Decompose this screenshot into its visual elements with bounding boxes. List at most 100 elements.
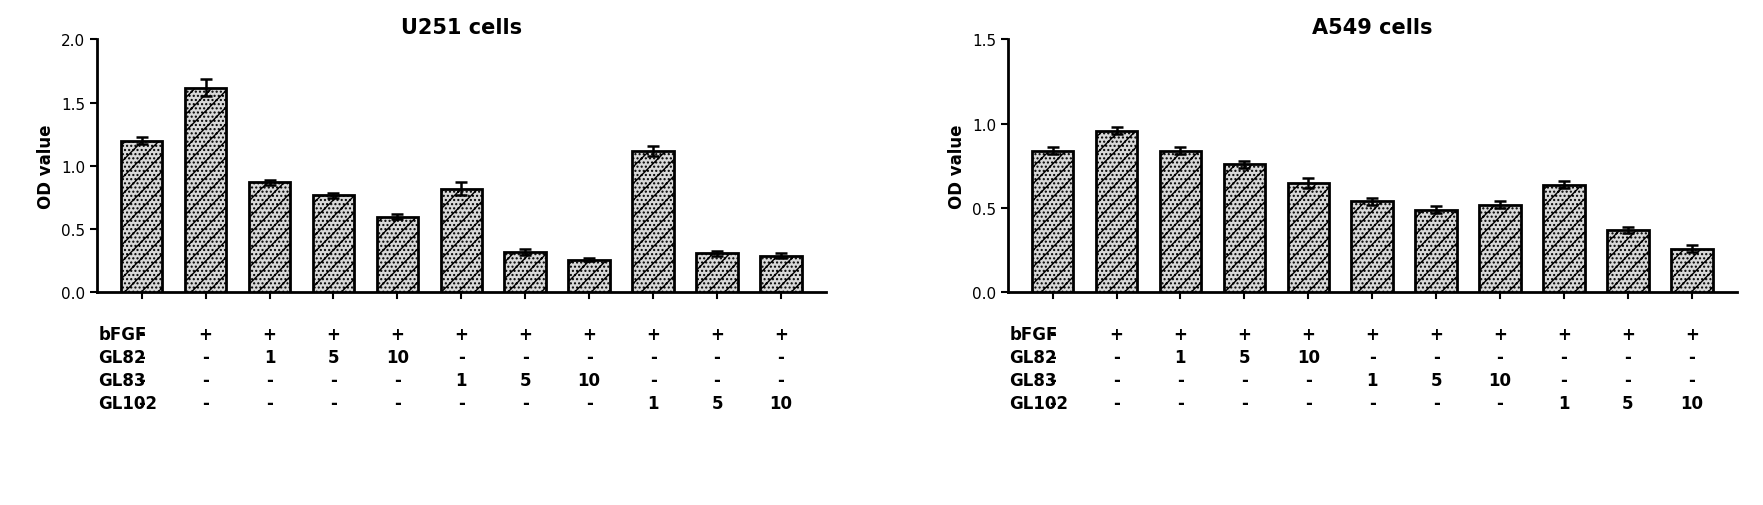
Bar: [1543, 185, 1585, 293]
Bar: [696, 254, 737, 293]
Text: -: -: [1689, 371, 1696, 389]
Text: 1: 1: [264, 348, 275, 367]
Text: -: -: [1560, 348, 1567, 367]
Text: -: -: [203, 394, 210, 412]
Text: -: -: [1112, 394, 1120, 412]
Text: 10: 10: [769, 394, 792, 412]
Text: +: +: [1557, 326, 1571, 344]
Text: -: -: [585, 348, 592, 367]
Text: 5: 5: [328, 348, 338, 367]
Text: -: -: [1497, 348, 1504, 367]
Text: -: -: [1689, 348, 1696, 367]
Text: -: -: [1368, 394, 1375, 412]
Text: +: +: [518, 326, 532, 344]
Text: +: +: [582, 326, 596, 344]
Text: 5: 5: [520, 371, 531, 389]
Text: -: -: [138, 371, 145, 389]
Text: +: +: [455, 326, 469, 344]
Bar: [1031, 152, 1074, 293]
Text: -: -: [330, 394, 337, 412]
Bar: [1160, 152, 1201, 293]
Text: -: -: [138, 394, 145, 412]
Text: GL102: GL102: [1008, 394, 1068, 412]
Text: -: -: [1624, 348, 1631, 367]
Text: -: -: [1497, 394, 1504, 412]
Text: 10: 10: [386, 348, 409, 367]
Title: U251 cells: U251 cells: [400, 18, 522, 37]
Text: 1: 1: [1366, 371, 1379, 389]
Bar: [1479, 206, 1521, 293]
Text: 5: 5: [1622, 394, 1634, 412]
Text: +: +: [647, 326, 659, 344]
Text: 10: 10: [1680, 394, 1703, 412]
Text: -: -: [777, 371, 785, 389]
Bar: [441, 189, 481, 293]
Text: +: +: [326, 326, 340, 344]
Title: A549 cells: A549 cells: [1312, 18, 1433, 37]
Text: -: -: [203, 371, 210, 389]
Text: -: -: [1049, 371, 1056, 389]
Bar: [1287, 183, 1329, 293]
Text: 10: 10: [1488, 371, 1511, 389]
Text: -: -: [777, 348, 785, 367]
Text: bFGF: bFGF: [1008, 326, 1058, 344]
Text: +: +: [774, 326, 788, 344]
Text: -: -: [1560, 371, 1567, 389]
Text: +: +: [390, 326, 404, 344]
Text: GL102: GL102: [99, 394, 157, 412]
Text: +: +: [1174, 326, 1186, 344]
Text: -: -: [714, 348, 721, 367]
Bar: [633, 152, 673, 293]
Text: GL82: GL82: [1008, 348, 1056, 367]
Text: 1: 1: [1558, 394, 1569, 412]
Bar: [312, 195, 354, 293]
Text: -: -: [458, 394, 465, 412]
Text: +: +: [1430, 326, 1444, 344]
Text: +: +: [263, 326, 277, 344]
Bar: [249, 183, 291, 293]
Text: 1: 1: [647, 394, 659, 412]
Text: -: -: [1433, 394, 1440, 412]
Text: -: -: [393, 394, 400, 412]
Text: +: +: [1493, 326, 1507, 344]
Text: -: -: [266, 394, 273, 412]
Text: -: -: [138, 326, 145, 344]
Text: +: +: [1109, 326, 1123, 344]
Text: +: +: [1301, 326, 1315, 344]
Text: +: +: [1620, 326, 1634, 344]
Text: -: -: [714, 371, 721, 389]
Text: 1: 1: [1174, 348, 1186, 367]
Y-axis label: OD value: OD value: [948, 125, 966, 209]
Text: GL83: GL83: [99, 371, 146, 389]
Text: +: +: [199, 326, 213, 344]
Text: -: -: [1433, 348, 1440, 367]
Bar: [377, 217, 418, 293]
Text: -: -: [458, 348, 465, 367]
Text: -: -: [1112, 371, 1120, 389]
Text: 5: 5: [1239, 348, 1250, 367]
Text: -: -: [1178, 394, 1185, 412]
Text: -: -: [649, 348, 656, 367]
Bar: [1416, 211, 1456, 293]
Bar: [1224, 165, 1266, 293]
Text: +: +: [1365, 326, 1379, 344]
Bar: [568, 260, 610, 293]
Text: -: -: [1305, 394, 1312, 412]
Bar: [504, 252, 547, 293]
Text: -: -: [1241, 371, 1248, 389]
Text: -: -: [393, 371, 400, 389]
Text: GL82: GL82: [99, 348, 146, 367]
Text: -: -: [522, 394, 529, 412]
Bar: [1097, 131, 1137, 293]
Text: 5: 5: [1430, 371, 1442, 389]
Text: -: -: [1368, 348, 1375, 367]
Text: -: -: [1049, 348, 1056, 367]
Text: -: -: [266, 371, 273, 389]
Text: -: -: [1241, 394, 1248, 412]
Bar: [1608, 231, 1648, 293]
Text: bFGF: bFGF: [99, 326, 146, 344]
Text: -: -: [1049, 394, 1056, 412]
Text: GL83: GL83: [1008, 371, 1056, 389]
Text: -: -: [330, 371, 337, 389]
Bar: [185, 88, 226, 293]
